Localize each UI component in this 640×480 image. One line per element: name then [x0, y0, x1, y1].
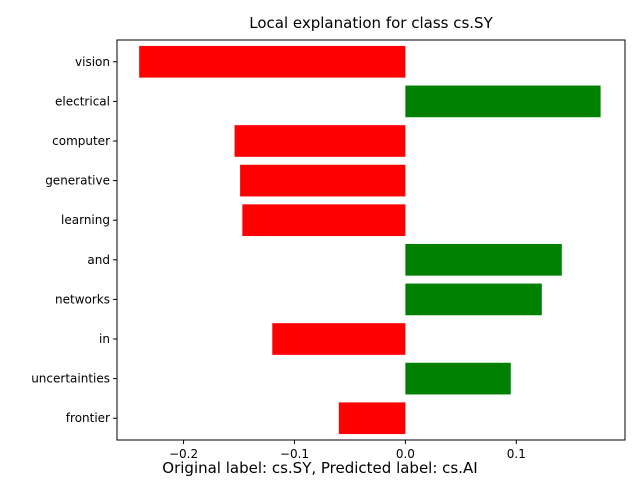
plot-frame [116, 39, 626, 441]
y-tick-label-computer: computer [52, 134, 110, 148]
y-tick-label-and: and [87, 253, 110, 267]
y-axis-ticks: vision electrical computer generative learni… [31, 55, 117, 425]
bar-in [272, 323, 406, 355]
y-tick-label-electrical: electrical [55, 94, 110, 108]
x-axis-ticks: −0.2 −0.1 0.0 0.1 [169, 440, 526, 461]
x-tick-label: −0.1 [280, 447, 309, 461]
x-tick-label: −0.2 [169, 447, 198, 461]
y-tick-label-generative: generative [45, 174, 110, 188]
bar-and [405, 243, 562, 276]
y-tick-label-in: in [99, 332, 110, 346]
bars-group [139, 45, 601, 435]
y-tick-label-networks: networks [55, 292, 110, 306]
x-tick-label: 0.1 [507, 447, 526, 461]
bar-electrical [405, 85, 601, 118]
x-tick-label: 0.0 [396, 447, 415, 461]
y-tick-label-vision: vision [75, 55, 110, 69]
bar-networks [405, 283, 542, 316]
caption-text: Original label: cs.SY, Predicted label: … [162, 459, 478, 477]
y-tick-label-uncertainties: uncertainties [31, 372, 110, 386]
bar-uncertainties [405, 362, 511, 395]
bar-vision [139, 45, 406, 78]
y-tick-label-learning: learning [61, 213, 110, 227]
bar-learning [242, 204, 406, 237]
bar-generative [240, 164, 406, 197]
y-tick-label-frontier: frontier [66, 411, 110, 425]
bar-frontier [338, 402, 406, 435]
chart-title: Local explanation for class cs.SY [249, 14, 493, 32]
bar-computer [234, 125, 406, 157]
